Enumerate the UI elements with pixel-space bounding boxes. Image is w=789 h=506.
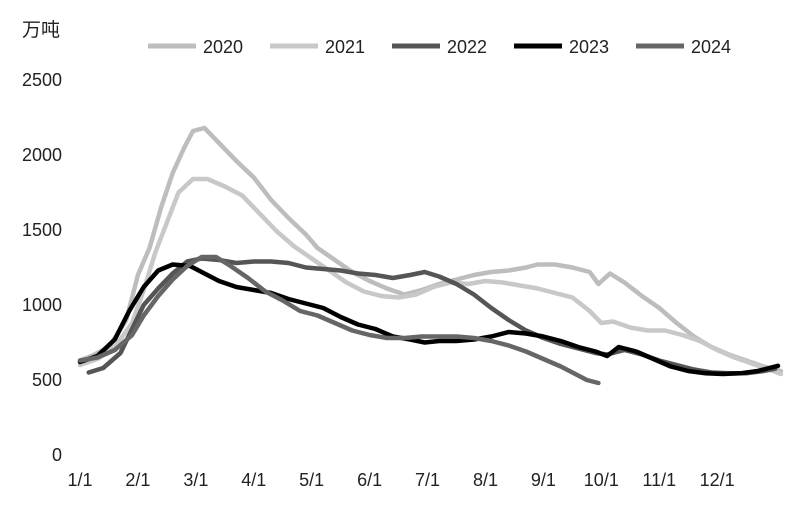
x-tick-label: 12/1 (700, 470, 735, 490)
x-tick-label: 5/1 (299, 470, 324, 490)
series-line-2023 (77, 262, 781, 377)
y-axis-ticks: 0 500 1000 1500 2000 2500 (22, 70, 62, 465)
y-tick-label: 2500 (22, 70, 62, 90)
legend-label: 2023 (569, 37, 609, 57)
x-tick-label: 7/1 (415, 470, 440, 490)
legend-label: 2022 (447, 37, 487, 57)
y-tick-label: 0 (52, 445, 62, 465)
x-tick-label: 9/1 (531, 470, 556, 490)
legend-label: 2024 (691, 37, 731, 57)
y-tick-label: 1000 (22, 295, 62, 315)
series-line-2020 (77, 125, 784, 374)
y-tick-label: 500 (32, 370, 62, 390)
series-lines (77, 125, 784, 386)
legend-label: 2021 (325, 37, 365, 57)
y-axis-unit-label: 万吨 (22, 19, 60, 41)
x-tick-label: 3/1 (183, 470, 208, 490)
x-axis-ticks: 1/1 2/1 3/1 4/1 5/1 6/1 7/1 8/1 9/1 10/1 11/1 12/1 (67, 470, 734, 490)
series-line-2024 (77, 254, 601, 386)
x-tick-label: 2/1 (125, 470, 150, 490)
legend: 2020 2021 2022 2023 2024 (148, 37, 731, 57)
x-tick-label: 8/1 (473, 470, 498, 490)
y-tick-label: 1500 (22, 220, 62, 240)
series-line-2021 (77, 176, 784, 377)
series-line-2022 (86, 256, 778, 376)
x-tick-label: 11/1 (642, 470, 676, 490)
legend-label: 2020 (203, 37, 243, 57)
x-tick-label: 4/1 (241, 470, 266, 490)
y-tick-label: 2000 (22, 145, 62, 165)
x-tick-label: 10/1 (584, 470, 619, 490)
x-tick-label: 1/1 (67, 470, 92, 490)
x-tick-label: 6/1 (357, 470, 382, 490)
